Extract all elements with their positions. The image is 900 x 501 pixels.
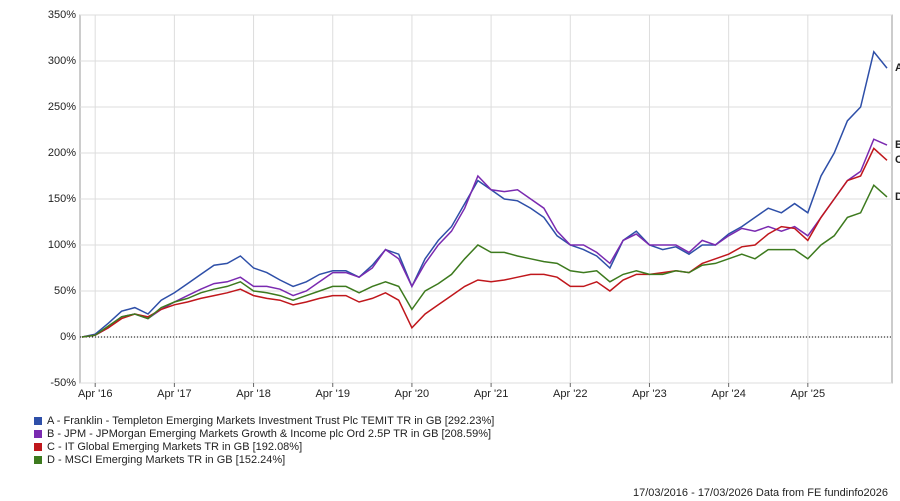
legend-label: B - JPM - JPMorgan Emerging Markets Grow…	[47, 428, 491, 440]
legend-label: A - Franklin - Templeton Emerging Market…	[47, 415, 494, 427]
x-tick-label: Apr '25	[791, 388, 826, 400]
x-tick-label: Apr '21	[474, 388, 509, 400]
legend-swatch	[34, 456, 42, 464]
x-tick-label: Apr '20	[395, 388, 430, 400]
series-line	[81, 147, 888, 338]
x-tick-label: Apr '24	[711, 388, 746, 400]
end-label: A	[895, 62, 900, 74]
footer: 17/03/2016 - 17/03/2026 Data from FE fun…	[633, 487, 888, 499]
y-tick-label: 250%	[48, 101, 76, 113]
y-tick-label: 100%	[48, 239, 76, 251]
y-tick-label: -50%	[50, 377, 76, 389]
x-tick-label: Apr '23	[632, 388, 667, 400]
end-label: B	[895, 139, 900, 151]
x-tick-label: Apr '16	[78, 388, 113, 400]
end-label: D	[895, 191, 900, 203]
y-tick-label: 0%	[60, 331, 76, 343]
legend-label: C - IT Global Emerging Markets TR in GB …	[47, 441, 302, 453]
x-tick-label: Apr '22	[553, 388, 588, 400]
legend-swatch	[34, 417, 42, 425]
series-line	[81, 183, 888, 338]
y-tick-label: 300%	[48, 55, 76, 67]
y-tick-label: 350%	[48, 9, 76, 21]
end-label: C	[895, 154, 900, 166]
legend-swatch	[34, 443, 42, 451]
x-tick-label: Apr '19	[315, 388, 350, 400]
y-tick-label: 50%	[54, 285, 76, 297]
x-tick-label: Apr '17	[157, 388, 192, 400]
legend-swatch	[34, 430, 42, 438]
legend-label: D - MSCI Emerging Markets TR in GB [152.…	[47, 454, 285, 466]
y-tick-label: 150%	[48, 193, 76, 205]
series-line	[81, 50, 888, 338]
x-tick-label: Apr '18	[236, 388, 271, 400]
y-tick-label: 200%	[48, 147, 76, 159]
series-line	[81, 138, 888, 338]
